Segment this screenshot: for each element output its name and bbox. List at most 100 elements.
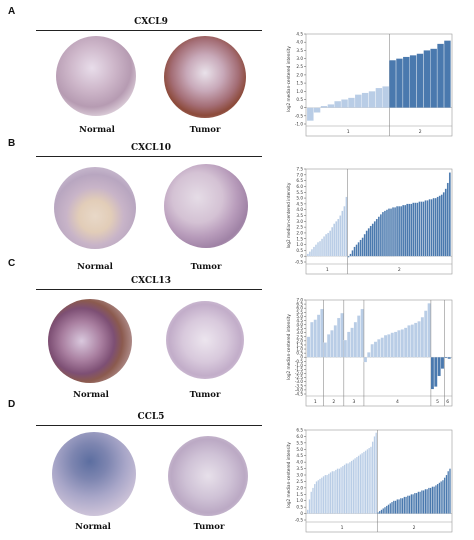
bar [445,474,448,514]
bar [335,221,338,257]
bar [444,40,451,108]
tissue-normal-image [48,299,132,383]
bar [375,218,378,257]
bar [400,329,404,358]
bar [331,227,334,257]
y-tick-label: 5.5 [296,190,303,195]
bar [387,504,390,514]
bar [327,334,331,358]
bar [390,332,394,358]
panel-letter-a: A [8,6,16,17]
group-label: 1 [347,129,350,135]
bar [404,204,407,257]
y-tick-label: 3.5 [296,48,303,53]
y-tick-label: -2.5 [295,375,304,380]
y-tick-label: 6.0 [296,184,303,189]
bar [315,244,317,257]
bar [403,496,406,514]
bar [357,242,360,257]
bar [442,480,444,514]
bar [310,491,313,514]
bar [357,315,361,358]
bar [434,357,438,387]
bar [386,209,388,257]
y-tick-label: 5.5 [296,440,303,445]
bar [416,202,419,257]
bar [371,441,374,514]
bar [382,86,390,108]
bar [444,357,448,359]
y-tick-label: 0 [300,511,303,516]
y-tick-label: 1.5 [296,81,303,86]
tissue-tumor-image [168,436,248,516]
bar [338,468,341,514]
group-label: 1 [326,267,329,273]
y-tick-label: -0.5 [295,359,304,364]
bar [343,339,347,358]
caption-tumor: Tumor [189,125,221,135]
bar [367,352,371,358]
bar [353,321,358,358]
group-label: 2 [419,129,422,135]
bar [393,331,398,358]
bar [308,251,311,257]
group-label: 2 [413,525,416,531]
y-tick-label: -2.0 [295,371,304,376]
caption-tumor: Tumor [190,262,222,272]
bar [398,499,400,514]
bar [350,460,353,514]
bar [421,490,423,514]
bar [410,494,413,514]
bar [412,494,414,514]
y-tick-label: 3.5 [296,326,303,331]
bar [409,55,417,108]
bar-chart-cxcl9: -1.0 -0.5 0 0.5 1.0 1.5 2.0 2.5 3.0 3.5 4.0 4.5 log2… [286,32,453,137]
bar [320,477,323,514]
bar [345,463,348,514]
bar [446,182,449,257]
bar [366,449,369,514]
bar [377,339,381,358]
bar [428,199,431,257]
bar [405,496,407,514]
y-tick-label: -0.5 [295,518,304,523]
bar [306,509,309,514]
y-tick-label: -1.5 [295,367,304,372]
bar [351,250,354,257]
bar [407,495,409,514]
bar [315,481,318,514]
y-tick-label: 1.0 [296,498,303,503]
bar [408,203,411,257]
bar [347,463,349,514]
bar [382,508,385,514]
bar [401,498,404,514]
bar [355,244,358,257]
y-tick-label: 3.5 [296,466,303,471]
y-tick-label: 3.0 [296,56,303,61]
bar [373,341,378,358]
caption-normal: Normal [73,390,109,400]
bar [347,256,350,258]
bar [336,468,339,514]
y-tick-label: 4.0 [296,40,303,45]
bar [342,465,344,514]
bar [329,472,332,514]
bar [444,188,447,257]
bar [369,225,372,257]
bar [385,505,388,514]
bar [414,322,418,358]
bar [392,207,394,257]
bar [347,331,351,358]
bar [432,197,435,257]
bar [437,43,444,108]
bar [402,204,405,257]
bar [383,335,388,358]
group-label: 5 [436,399,439,405]
bar [361,453,363,514]
bar [448,172,451,257]
tissue-tumor-image [164,164,248,248]
y-tick-label: 4.5 [296,318,303,323]
y-tick-label: 4.0 [296,322,303,327]
plot-frame [305,33,453,137]
bar [330,330,334,358]
